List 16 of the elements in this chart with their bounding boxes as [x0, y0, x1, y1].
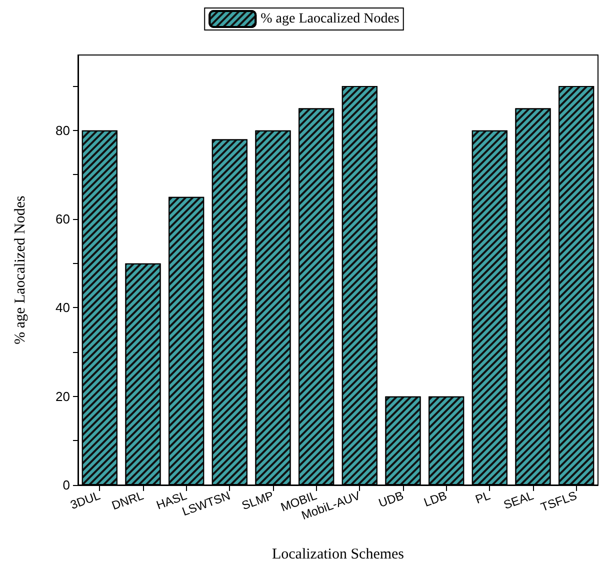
y-tick-label: 0: [62, 478, 70, 492]
y-axis-title: % age Laocalized Nodes: [12, 196, 28, 344]
y-tick-label: 40: [56, 300, 70, 316]
legend-label: % age Laocalized Nodes: [260, 12, 400, 26]
x-tick-label: UDB: [376, 488, 406, 510]
x-tick-label: 3DUL: [68, 488, 102, 512]
y-tick-label: 20: [56, 388, 70, 404]
x-tick-label: DNRL: [110, 488, 146, 513]
x-tick-label: TSFLS: [538, 488, 579, 514]
x-tick-label: SLMP: [240, 488, 276, 513]
x-tick-label: SEAL: [502, 488, 536, 512]
y-tick-label: 80: [56, 122, 70, 138]
y-tick-label: 60: [56, 212, 70, 227]
x-axis-title: Localization Schemes: [272, 546, 404, 562]
x-tick-label: PL: [473, 488, 492, 507]
x-tick-label: LDB: [422, 488, 449, 510]
